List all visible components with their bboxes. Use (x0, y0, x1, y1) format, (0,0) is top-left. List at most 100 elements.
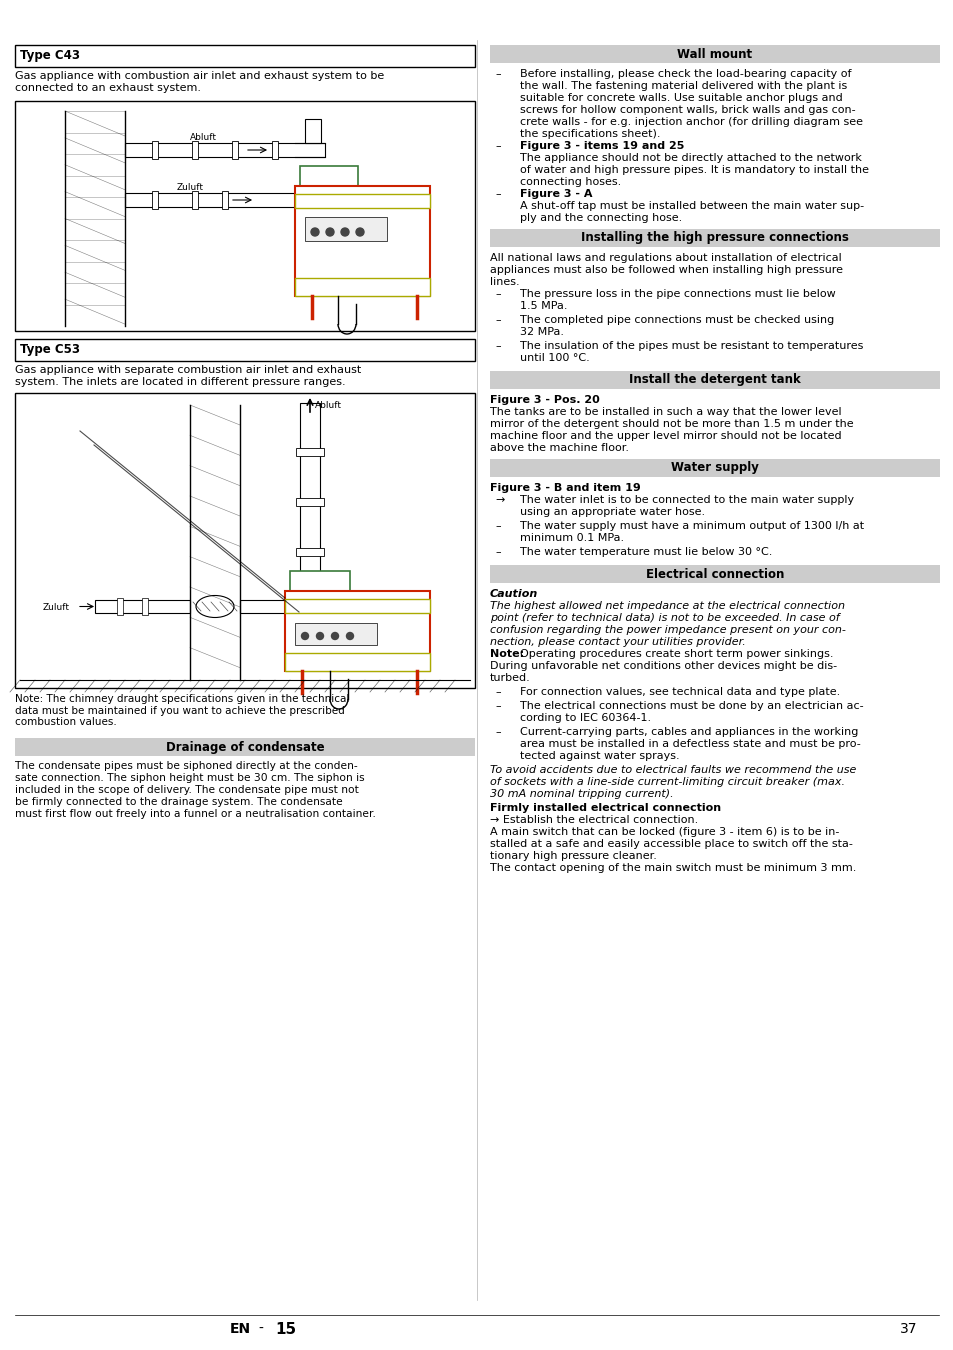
Bar (294, 278, 430, 296)
Text: ply and the connecting hose.: ply and the connecting hose. (519, 213, 681, 223)
Text: Gas appliance with combustion air inlet and exhaust system to be
connected to an: Gas appliance with combustion air inlet … (15, 72, 384, 93)
Text: nection, please contact your utilities provider.: nection, please contact your utilities p… (490, 637, 745, 647)
Bar (295, 448, 324, 456)
Text: 37: 37 (899, 1322, 917, 1336)
Text: must first flow out freely into a funnel or a neutralisation container.: must first flow out freely into a funnel… (15, 809, 375, 819)
Bar (299, 224, 357, 236)
Text: machine floor and the upper level mirror should not be located: machine floor and the upper level mirror… (490, 431, 841, 441)
Text: The water supply must have a minimum output of 1300 l/h at: The water supply must have a minimum out… (519, 521, 863, 531)
Text: Figure 3 - A: Figure 3 - A (519, 189, 592, 198)
Text: Abluft: Abluft (190, 134, 216, 142)
Text: turbed.: turbed. (490, 674, 530, 683)
Bar (490, 45, 939, 63)
Text: Zuluft: Zuluft (43, 603, 70, 613)
Text: –: – (495, 728, 500, 737)
Bar (15, 738, 475, 756)
Text: –: – (495, 140, 500, 151)
Text: Note: The chimney draught specifications given in the technical
data must be mai: Note: The chimney draught specifications… (15, 694, 349, 728)
Text: area must be installed in a defectless state and must be pro-: area must be installed in a defectless s… (519, 738, 860, 749)
Text: Type C53: Type C53 (20, 343, 80, 356)
Text: →: → (495, 495, 504, 505)
Text: The completed pipe connections must be checked using: The completed pipe connections must be c… (519, 315, 833, 325)
Text: The highest allowed net impedance at the electrical connection: The highest allowed net impedance at the… (490, 601, 844, 612)
Text: Operating procedures create short term power sinkings.: Operating procedures create short term p… (519, 649, 833, 659)
Bar (95, 599, 190, 613)
Text: –: – (495, 289, 500, 298)
Text: The contact opening of the main switch must be minimum 3 mm.: The contact opening of the main switch m… (490, 863, 856, 873)
Text: confusion regarding the power impedance present on your con-: confusion regarding the power impedance … (490, 625, 845, 634)
Bar (142, 598, 148, 616)
Text: above the machine floor.: above the machine floor. (490, 443, 628, 454)
Text: Install the detergent tank: Install the detergent tank (628, 374, 800, 386)
Text: 1.5 MPa.: 1.5 MPa. (519, 301, 567, 310)
Text: The insulation of the pipes must be resistant to temperatures: The insulation of the pipes must be resi… (519, 342, 862, 351)
Text: included in the scope of delivery. The condensate pipe must not: included in the scope of delivery. The c… (15, 784, 358, 795)
Bar (285, 591, 430, 671)
Bar (295, 498, 324, 506)
Text: –: – (495, 189, 500, 198)
Circle shape (346, 633, 354, 640)
Bar (117, 598, 123, 616)
Text: Figure 3 - Pos. 20: Figure 3 - Pos. 20 (490, 396, 599, 405)
Bar (192, 190, 198, 209)
Text: A shut-off tap must be installed between the main water sup-: A shut-off tap must be installed between… (519, 201, 863, 211)
Bar (285, 653, 430, 671)
Text: All national laws and regulations about installation of electrical: All national laws and regulations about … (490, 252, 841, 263)
Text: the wall. The fastening material delivered with the plant is: the wall. The fastening material deliver… (519, 81, 846, 90)
Text: until 100 °C.: until 100 °C. (519, 352, 589, 363)
Text: → Establish the electrical connection.: → Establish the electrical connection. (490, 815, 698, 825)
Bar (15, 101, 475, 331)
Text: tected against water sprays.: tected against water sprays. (519, 751, 679, 761)
Text: tionary high pressure cleaner.: tionary high pressure cleaner. (490, 850, 657, 861)
Text: Type C43: Type C43 (20, 50, 80, 62)
Text: Current-carrying parts, cables and appliances in the working: Current-carrying parts, cables and appli… (519, 728, 858, 737)
Text: The pressure loss in the pipe connections must lie below: The pressure loss in the pipe connection… (519, 289, 835, 298)
Bar (294, 622, 376, 645)
Bar (232, 140, 237, 159)
Bar (294, 186, 430, 296)
Text: Zuluft: Zuluft (177, 184, 204, 192)
Bar (15, 45, 475, 68)
Text: Abluft: Abluft (314, 401, 341, 410)
Text: sate connection. The siphon height must be 30 cm. The siphon is: sate connection. The siphon height must … (15, 774, 364, 783)
Bar (240, 599, 299, 613)
Bar (295, 548, 324, 556)
Text: The tanks are to be installed in such a way that the lower level: The tanks are to be installed in such a … (490, 406, 841, 417)
Text: 30 mA nominal tripping current).: 30 mA nominal tripping current). (490, 788, 673, 799)
Circle shape (316, 633, 323, 640)
Circle shape (301, 633, 308, 640)
Text: –: – (495, 687, 500, 697)
Text: crete walls - for e.g. injection anchor (for drilling diagram see: crete walls - for e.g. injection anchor … (519, 117, 862, 127)
Bar (192, 140, 198, 159)
Text: appliances must also be followed when installing high pressure: appliances must also be followed when in… (490, 265, 842, 275)
Text: For connection values, see technical data and type plate.: For connection values, see technical dat… (519, 687, 840, 697)
Text: The electrical connections must be done by an electrician ac-: The electrical connections must be done … (519, 701, 862, 711)
Text: stalled at a safe and easily accessible place to switch off the sta-: stalled at a safe and easily accessible … (490, 838, 852, 849)
Bar (152, 190, 158, 209)
Bar (305, 217, 387, 242)
Text: The appliance should not be directly attached to the network: The appliance should not be directly att… (519, 153, 861, 163)
Circle shape (311, 228, 318, 236)
Bar (222, 190, 228, 209)
Text: Caution: Caution (490, 589, 537, 599)
Circle shape (326, 228, 334, 236)
Text: –: – (495, 701, 500, 711)
Text: To avoid accidents due to electrical faults we recommend the use: To avoid accidents due to electrical fau… (490, 765, 856, 775)
Text: –: – (495, 547, 500, 558)
Bar (285, 599, 430, 613)
Bar (490, 371, 939, 389)
Text: suitable for concrete walls. Use suitable anchor plugs and: suitable for concrete walls. Use suitabl… (519, 93, 841, 103)
Text: the specifications sheet).: the specifications sheet). (519, 130, 659, 139)
Text: 32 MPa.: 32 MPa. (519, 327, 563, 338)
Circle shape (355, 228, 364, 236)
Circle shape (340, 228, 349, 236)
Text: of water and high pressure pipes. It is mandatory to install the: of water and high pressure pipes. It is … (519, 165, 868, 176)
Text: –: – (495, 521, 500, 531)
Text: connecting hoses.: connecting hoses. (519, 177, 620, 188)
Bar (299, 404, 319, 608)
Bar (290, 571, 350, 626)
Text: Electrical connection: Electrical connection (645, 567, 783, 580)
Bar (305, 119, 320, 143)
Text: mirror of the detergent should not be more than 1.5 m under the: mirror of the detergent should not be mo… (490, 418, 853, 429)
Text: The condensate pipes must be siphoned directly at the conden-: The condensate pipes must be siphoned di… (15, 761, 357, 771)
